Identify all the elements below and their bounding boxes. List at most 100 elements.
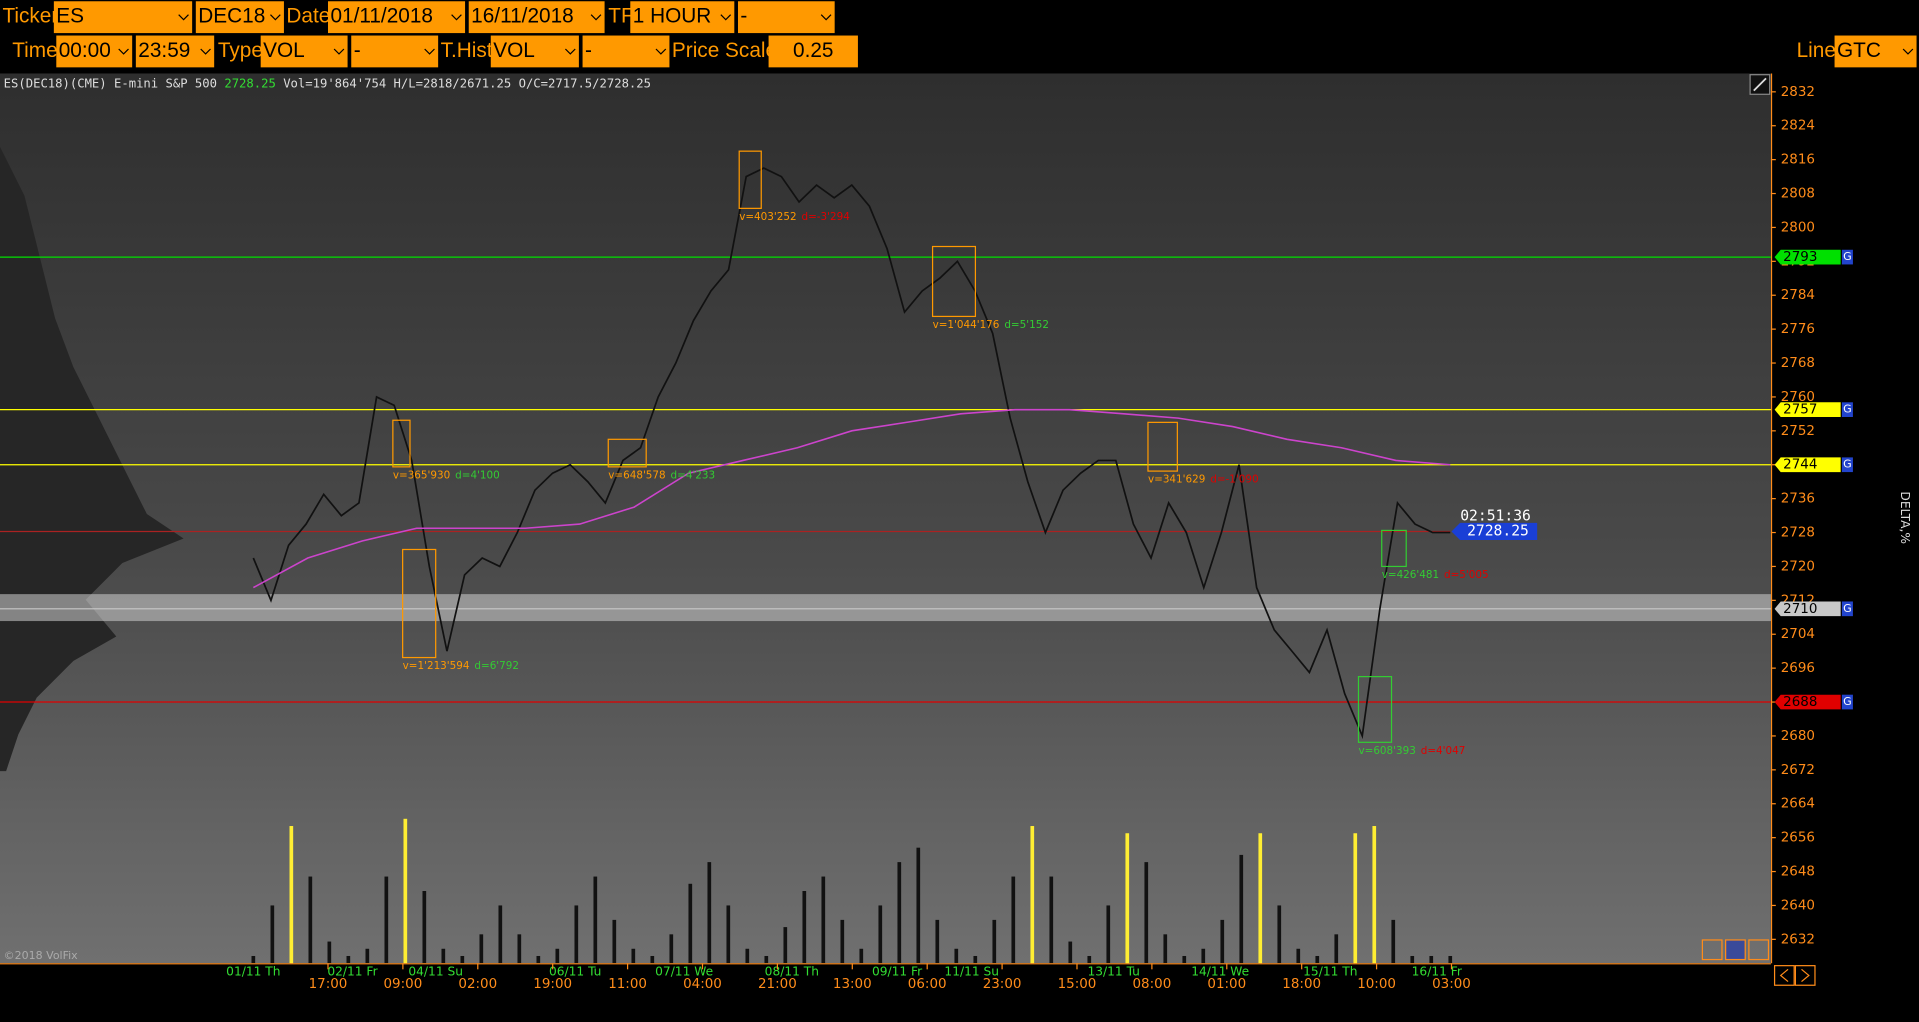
volume-bar [783,927,788,964]
box-label-part: v=648'578 [608,469,665,481]
dropdown-arrow [564,48,576,55]
dropdown-value: 23:59 [138,39,190,62]
volume-bar [1277,905,1282,964]
level-flag: G [1843,458,1852,471]
volume-bar [1353,833,1358,964]
volume-bar [308,876,313,964]
dropdown[interactable] [1834,35,1917,68]
dropdown[interactable] [468,1,605,34]
dropdown-value: - [585,39,592,62]
volume-bar [631,948,636,964]
time-label: 03:00 [1432,977,1471,992]
y-tick-label: 2784 [1781,288,1815,303]
y-tick-label: 2656 [1781,831,1815,846]
header-part: ES(DEC18)(CME) E-mini S&P 500 [4,76,217,90]
y-tick-label: 2640 [1781,898,1815,913]
dropdown-value: VOL [263,39,305,62]
volume-bar [593,876,598,964]
volume-bar [954,948,959,964]
time-label: 17:00 [309,977,348,992]
header-part: 2728.25 [224,76,275,90]
toolbar-label: Type [218,39,263,62]
volume-bar [460,955,465,964]
dropdown[interactable] [327,1,466,34]
side-label: DELTA,% [1898,491,1912,544]
volume-bar [251,955,256,964]
scroll-left[interactable] [1773,965,1795,986]
y-tick-label: 2648 [1781,865,1815,880]
y-tick-label: 2768 [1781,356,1815,371]
dropdown-value: VOL [493,39,535,62]
plot-area [0,73,1771,964]
volume-bar [802,891,807,964]
box-label-part: v=341'629 [1148,474,1205,486]
box-label-part: d=6'792 [474,660,519,672]
toolbar-label: Price Scale [672,39,777,62]
volume-bar [897,862,902,964]
box-label-part: d=4'047 [1421,745,1466,757]
chart: 2832282428162808280027922784277627682760… [0,73,1919,992]
dropdown-arrow [720,14,732,21]
copyright: ©2018 VolFix [4,949,79,962]
box-label-part: d=-1'090 [1210,474,1258,486]
volume-bar [1220,919,1225,964]
box-label: v=426'481 d=5'005 [1382,569,1489,581]
tool-button[interactable] [1725,939,1746,961]
dropdown[interactable] [490,35,579,68]
dropdown[interactable] [56,35,133,68]
chart-header: ES(DEC18)(CME) E-mini S&P 500 2728.25 Vol=… [4,76,651,90]
dropdown-value: 01/11/2018 [330,5,433,28]
box-label-part: v=403'252 [739,211,796,223]
vwap-line [252,408,1451,589]
level-flag: G [1843,602,1852,615]
dropdown[interactable] [195,1,284,34]
box-label-part: d=-3'294 [801,211,850,223]
level-tag [1774,249,1841,265]
time-label: 21:00 [758,977,797,992]
volume-bar [574,905,579,964]
box-label-part: d=4'100 [455,469,500,481]
time-label: 23:00 [983,977,1022,992]
level-tag-label: 2757 [1783,403,1817,418]
scroll-right[interactable] [1794,965,1816,986]
scroll-arrows [1779,968,1810,983]
dropdown[interactable] [582,35,670,68]
level-flag-box [1841,249,1853,265]
dropdown[interactable] [260,35,348,68]
volume-bar [346,955,351,964]
y-tick-label: 2696 [1781,661,1815,676]
level-band [0,594,1771,622]
tool-button[interactable] [1701,939,1723,961]
volume-bar [1429,955,1434,964]
toolbar-label: Time [12,39,57,62]
dropdown-arrow [118,48,129,55]
volume-bar [992,919,997,964]
dropdown[interactable] [768,35,858,68]
dropdown[interactable] [351,35,439,68]
box-label: v=1'044'176 d=5'152 [933,319,1049,331]
y-tick-label: 2736 [1781,492,1815,507]
volume-bar [555,948,560,964]
time-label: 08:00 [1132,977,1171,992]
dropdown-arrow [424,48,435,55]
y-tick-label: 2816 [1781,153,1815,168]
date-label: 15/11 Th [1303,964,1357,978]
date-label: 11/11 Su [944,964,999,978]
level-tag [1774,601,1841,617]
volume-bar [270,905,275,964]
dropdown[interactable] [135,35,215,68]
volume-box [738,150,762,209]
time-label: 11:00 [608,977,647,992]
dropdown[interactable] [53,1,193,34]
dropdown[interactable] [630,1,735,34]
y-tick-label: 2704 [1781,627,1815,642]
y-tick-label: 2832 [1781,85,1815,100]
time-label: 02:00 [458,977,497,992]
price-line [252,167,1451,740]
tool-button[interactable] [1748,939,1770,961]
volume-bar [1049,876,1054,964]
volume-bar [498,905,503,964]
dropdown-arrow [451,14,462,21]
dropdown-value: 16/11/2018 [471,5,574,28]
dropdown[interactable] [737,1,835,34]
